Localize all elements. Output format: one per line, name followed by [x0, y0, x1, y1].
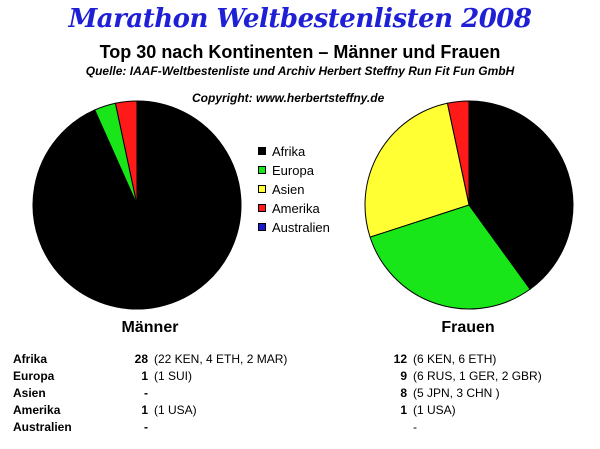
- legend-label: Amerika: [272, 200, 320, 216]
- source-note: Quelle: IAAF-Weltbestenliste und Archiv …: [85, 64, 515, 78]
- row-women-detail: (1 USA): [413, 403, 456, 417]
- row-men-count: 1: [141, 369, 148, 383]
- legend-swatch: [258, 204, 266, 212]
- pie-slice-asien: [364, 102, 470, 238]
- copyright-note: Copyright: www.herbertsteffny.de: [192, 91, 385, 105]
- legend-item: Asien: [258, 181, 305, 197]
- row-men-count: -: [144, 420, 148, 434]
- row-continent: Europa: [13, 369, 55, 383]
- row-continent: Australien: [13, 420, 72, 434]
- row-men-count: -: [144, 386, 148, 400]
- legend-label: Asien: [272, 181, 305, 197]
- row-women-count: 8: [400, 386, 407, 400]
- table-row: Australien - -: [13, 419, 542, 436]
- subtitle: Top 30 nach Kontinenten – Männer und Fra…: [99, 42, 501, 62]
- row-men-count: 28: [134, 352, 148, 366]
- row-continent: Asien: [13, 386, 46, 400]
- pie-slice-afrika: [32, 100, 242, 310]
- row-men-detail: (1 USA): [154, 403, 197, 417]
- legend-item: Amerika: [258, 200, 320, 216]
- legend-item: Australien: [258, 219, 330, 235]
- row-women-count: 1: [400, 403, 407, 417]
- legend-label: Australien: [272, 219, 330, 235]
- row-continent: Amerika: [13, 403, 61, 417]
- row-men-detail: [148, 419, 377, 436]
- row-women-count: [377, 419, 407, 436]
- pie-label-maenner: Männer: [121, 319, 179, 336]
- pie-slice-europa: [369, 204, 531, 310]
- legend-swatch: [258, 166, 266, 174]
- legend-label: Afrika: [272, 143, 306, 159]
- main-title: Marathon Weltbestenlisten 2008: [68, 4, 532, 34]
- row-men-detail: (22 KEN, 4 ETH, 2 MAR): [154, 352, 288, 366]
- table-row: Afrika 28 (22 KEN, 4 ETH, 2 MAR) 12 (6 KEN, …: [13, 351, 542, 368]
- table-row: Europa 1 (1 SUI) 9 (6 RUS, 1 GER, 2 GBR): [13, 368, 542, 385]
- table-row: Amerika 1 (1 USA) 1 (1 USA): [13, 402, 542, 419]
- row-women-detail: (6 KEN, 6 ETH): [413, 352, 497, 366]
- row-men-detail: [148, 385, 377, 402]
- results-table: Afrika 28 (22 KEN, 4 ETH, 2 MAR) 12 (6 KEN, …: [13, 351, 542, 436]
- pie-slice-afrika: [468, 100, 574, 290]
- row-women-detail: -: [413, 420, 417, 434]
- legend-item: Afrika: [258, 143, 305, 159]
- row-women-detail: (5 JPN, 3 CHN ): [413, 386, 500, 400]
- legend-item: Europa: [258, 162, 314, 178]
- row-women-count: 9: [400, 369, 407, 383]
- row-men-detail: (1 SUI): [154, 369, 193, 383]
- row-continent: Afrika: [13, 352, 48, 366]
- row-women-count: 12: [393, 352, 407, 366]
- legend-label: Europa: [272, 162, 314, 178]
- row-men-count: 1: [141, 403, 148, 417]
- legend-swatch: [258, 185, 266, 193]
- table-row: Asien - 8 (5 JPN, 3 CHN ): [13, 385, 542, 402]
- pie-label-frauen: Frauen: [441, 319, 495, 336]
- legend-swatch: [258, 147, 266, 155]
- legend-swatch: [258, 223, 266, 231]
- row-women-detail: (6 RUS, 1 GER, 2 GBR): [413, 369, 542, 383]
